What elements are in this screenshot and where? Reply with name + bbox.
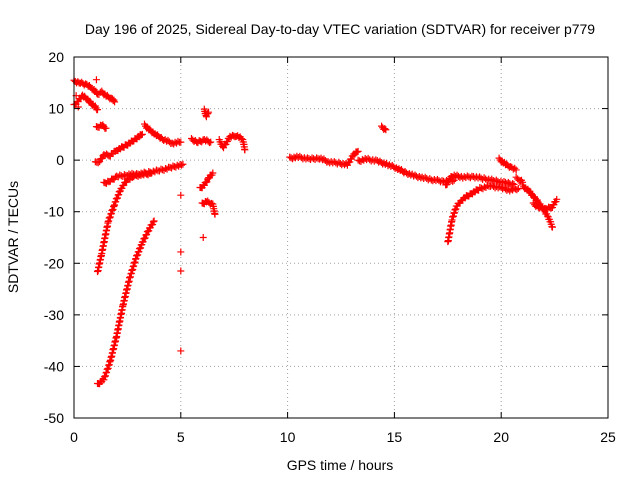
series-arc-13 <box>354 154 458 186</box>
y-tick-label: -30 <box>44 307 64 323</box>
point-markers <box>354 154 458 186</box>
point-markers <box>442 171 518 189</box>
y-tick-label: -20 <box>44 255 64 271</box>
series-scattered <box>72 76 207 355</box>
point-markers <box>91 130 146 167</box>
point-markers <box>198 197 219 218</box>
point-markers <box>529 195 561 214</box>
series-arc-15 <box>442 171 518 189</box>
series-arc-10 <box>198 197 219 218</box>
grid-lines <box>74 57 608 418</box>
chart-title: Day 196 of 2025, Sidereal Day-to-day VTE… <box>85 21 595 37</box>
series-arc-6 <box>93 217 158 388</box>
series-arc-1 <box>92 121 110 132</box>
series-arc-16 <box>444 181 522 246</box>
x-tick-label: 10 <box>280 429 296 445</box>
y-tick-label: 0 <box>56 152 64 168</box>
point-markers <box>286 147 362 169</box>
point-markers <box>378 122 390 134</box>
x-tick-label: 20 <box>493 429 509 445</box>
series-arc-11 <box>215 131 249 154</box>
series-arc-3 <box>140 120 185 148</box>
point-markers <box>93 169 155 276</box>
series-arc-8 <box>200 105 213 121</box>
series-arc-5 <box>93 169 155 276</box>
y-tick-label: -10 <box>44 204 64 220</box>
x-tick-label: 15 <box>387 429 403 445</box>
x-tick-label: 5 <box>177 429 185 445</box>
y-axis-label: SDTVAR / TECUs <box>5 181 21 293</box>
series-arc-7 <box>187 135 215 147</box>
y-tick-label: 20 <box>48 49 64 65</box>
point-markers <box>140 120 185 148</box>
point-markers <box>200 105 213 121</box>
point-markers <box>495 154 520 174</box>
point-markers <box>72 76 207 355</box>
point-markers <box>215 131 249 154</box>
x-axis-label: GPS time / hours <box>287 457 394 473</box>
point-markers <box>92 121 110 132</box>
point-markers <box>93 217 158 388</box>
plot-frame <box>73 56 609 419</box>
x-tick-label: 0 <box>70 429 78 445</box>
y-tick-label: -50 <box>44 410 64 426</box>
point-markers <box>187 135 215 147</box>
point-markers <box>444 181 522 246</box>
y-tick-label: 10 <box>48 101 64 117</box>
series-arc-9 <box>196 169 217 192</box>
series-arc-14 <box>378 122 390 134</box>
axis-ticks: 0 5 10 15 20 25 20 10 0 -10 -20 -30 -40 -50 <box>44 49 616 445</box>
series-arc-12 <box>286 147 362 169</box>
series-arc-17 <box>495 154 520 174</box>
series-arc-20 <box>529 195 561 214</box>
y-tick-label: -40 <box>44 358 64 374</box>
point-markers <box>196 169 217 192</box>
x-tick-label: 25 <box>600 429 616 445</box>
series-arc-2 <box>91 130 146 167</box>
data-points <box>70 76 561 388</box>
